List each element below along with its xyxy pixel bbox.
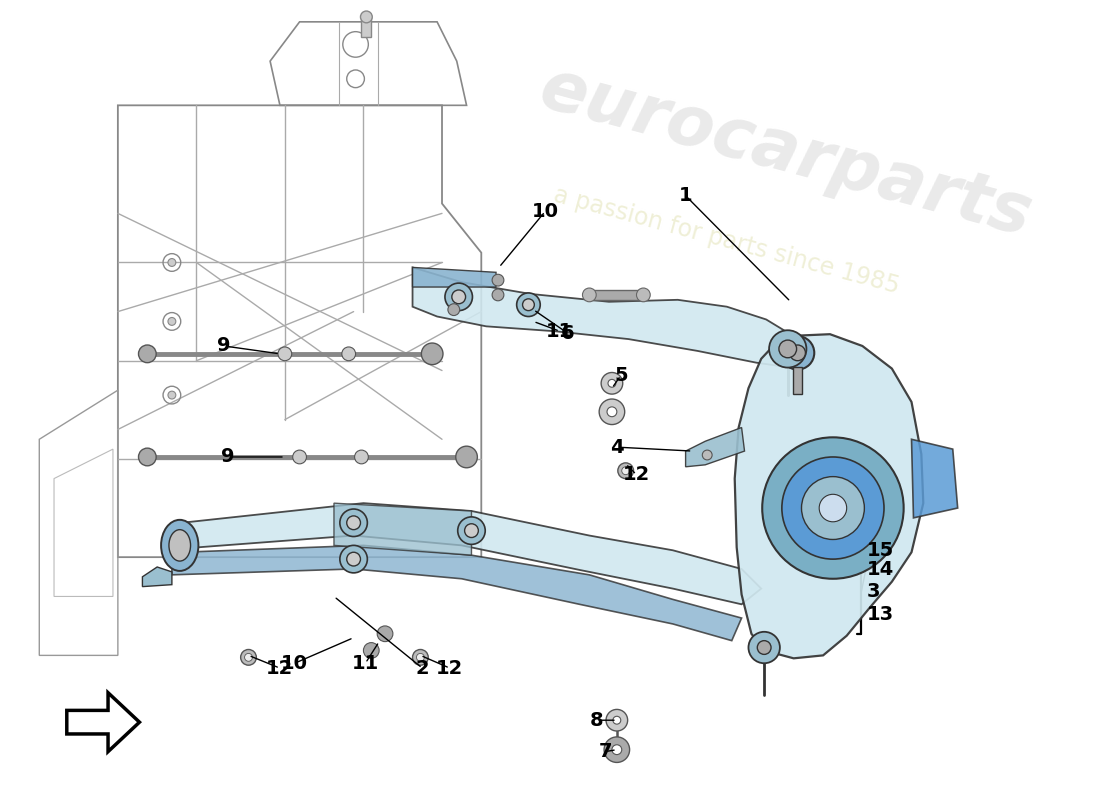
Text: 11: 11 [352,654,379,673]
Circle shape [346,552,361,566]
Ellipse shape [161,520,198,571]
Text: 10: 10 [282,654,308,673]
Circle shape [757,641,771,654]
Circle shape [417,654,425,662]
Circle shape [604,737,629,762]
Polygon shape [172,503,761,604]
Circle shape [464,524,478,538]
Circle shape [241,650,256,666]
Text: 15: 15 [867,541,893,560]
Polygon shape [67,693,140,752]
Circle shape [340,509,367,537]
Circle shape [583,288,596,302]
Text: 7: 7 [598,742,612,761]
Circle shape [492,289,504,301]
Circle shape [340,546,367,573]
Circle shape [446,283,473,310]
Circle shape [244,654,252,662]
Text: a passion for parts since 1985: a passion for parts since 1985 [551,183,902,298]
Text: 10: 10 [531,202,559,221]
Circle shape [637,288,650,302]
Circle shape [354,450,368,464]
Text: 13: 13 [867,605,893,624]
Text: 4: 4 [610,438,624,457]
Circle shape [455,446,477,468]
Circle shape [762,438,904,578]
Circle shape [377,626,393,642]
Polygon shape [685,427,745,466]
Circle shape [458,517,485,544]
Circle shape [612,745,621,754]
Polygon shape [912,439,958,518]
Circle shape [781,336,814,370]
Circle shape [606,710,628,731]
Circle shape [782,457,884,559]
Circle shape [421,343,443,365]
Text: 12: 12 [437,658,463,678]
Bar [362,17,372,37]
Circle shape [139,448,156,466]
Ellipse shape [169,530,190,561]
Circle shape [702,450,712,460]
Polygon shape [412,267,496,287]
Circle shape [621,466,629,474]
Bar [793,366,803,394]
Circle shape [278,347,292,361]
Text: 11: 11 [547,322,573,341]
Circle shape [168,258,176,266]
Circle shape [517,293,540,317]
Circle shape [748,632,780,663]
Circle shape [608,379,616,387]
Circle shape [363,642,379,658]
Circle shape [779,340,796,358]
Text: 12: 12 [623,465,650,484]
Circle shape [601,373,623,394]
Text: 8: 8 [590,710,603,730]
Circle shape [802,477,865,539]
Text: 6: 6 [561,324,574,342]
Circle shape [600,399,625,425]
Polygon shape [735,334,923,658]
Text: 1: 1 [679,186,692,205]
Circle shape [346,516,361,530]
Text: 9: 9 [217,337,231,355]
Text: 2: 2 [416,658,429,678]
Circle shape [790,345,805,361]
Circle shape [168,318,176,326]
Circle shape [607,407,617,417]
Circle shape [452,290,465,304]
Circle shape [769,330,806,367]
Circle shape [448,304,460,315]
Circle shape [820,494,847,522]
Text: 14: 14 [867,561,893,579]
Text: 5: 5 [614,366,628,385]
Circle shape [139,345,156,362]
Bar [590,290,644,300]
Circle shape [618,463,634,478]
Circle shape [168,391,176,399]
Circle shape [492,274,504,286]
Polygon shape [334,503,472,555]
Text: 9: 9 [221,447,234,466]
Circle shape [342,347,355,361]
Text: 12: 12 [266,658,294,678]
Circle shape [412,650,428,666]
Text: eurocarparts: eurocarparts [532,54,1040,250]
Circle shape [361,11,372,23]
Polygon shape [172,546,741,641]
Polygon shape [412,267,803,369]
Circle shape [613,716,620,724]
Text: 3: 3 [867,582,880,601]
Circle shape [293,450,307,464]
Circle shape [522,299,535,310]
Polygon shape [142,567,172,586]
